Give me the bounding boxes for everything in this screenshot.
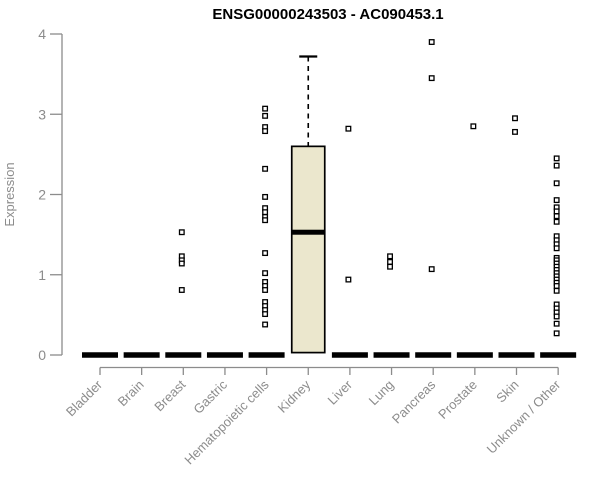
outlier-point <box>553 162 560 169</box>
outlier-point <box>553 320 560 327</box>
outlier-point <box>470 123 477 130</box>
collapsed-box-unknown-other <box>540 352 577 358</box>
x-category-label: Pancreas <box>389 377 439 427</box>
collapsed-box-pancreas <box>415 352 452 358</box>
x-category-label: Brain <box>115 377 147 409</box>
x-category-label: Prostate <box>435 377 480 422</box>
collapsed-box-prostate <box>456 352 493 358</box>
outlier-point <box>262 128 269 135</box>
x-category-label: Bladder <box>63 377 106 420</box>
x-category-label: Unknown / Other <box>484 377 564 457</box>
outlier-point <box>553 197 560 204</box>
outlier-point <box>553 180 560 187</box>
median-line-kidney <box>291 229 325 235</box>
outlier-point <box>553 330 560 337</box>
outlier-point <box>553 283 560 289</box>
outlier-point <box>553 208 560 215</box>
outlier-point <box>345 276 352 283</box>
box-kidney <box>290 145 326 354</box>
x-category-label: Skin <box>493 377 521 405</box>
y-tick-label: 1 <box>38 267 46 283</box>
outlier-point <box>387 263 393 270</box>
outlier-point <box>178 287 185 293</box>
outlier-point <box>428 266 435 273</box>
collapsed-box-breast <box>165 352 202 358</box>
outlier-point <box>178 229 185 236</box>
collapsed-box-brain <box>123 352 160 358</box>
outlier-point <box>387 258 393 265</box>
outlier-point <box>262 287 269 293</box>
outlier-point <box>262 311 269 318</box>
outlier-point <box>345 125 352 132</box>
outlier-point <box>262 250 269 257</box>
collapsed-box-lung <box>373 352 410 358</box>
y-tick-label: 2 <box>38 187 46 203</box>
outlier-point <box>262 112 269 119</box>
outlier-point <box>553 245 560 252</box>
outlier-point <box>512 128 518 135</box>
collapsed-box-skin <box>498 352 535 358</box>
outlier-point <box>262 209 269 216</box>
outlier-point <box>262 193 269 200</box>
outlier-point <box>553 218 560 225</box>
outlier-point <box>553 213 560 220</box>
outlier-point <box>178 260 185 267</box>
x-category-label: Gastric <box>190 377 230 417</box>
outlier-point <box>387 253 393 260</box>
x-category-label: Lung <box>366 377 397 408</box>
outlier-point <box>262 270 269 277</box>
outlier-point <box>512 115 518 122</box>
y-axis-title: Expression <box>2 162 17 226</box>
x-category-label: Breast <box>151 377 188 414</box>
outlier-point <box>262 165 269 172</box>
outlier-point <box>262 105 269 112</box>
outlier-point <box>553 155 560 162</box>
collapsed-box-gastric <box>206 352 243 358</box>
y-tick-label: 0 <box>38 347 46 363</box>
x-category-label: Kidney <box>275 377 314 416</box>
y-tick-label: 4 <box>38 26 46 42</box>
y-tick-label: 3 <box>38 106 46 122</box>
outlier-point <box>262 217 269 224</box>
collapsed-box-bladder <box>82 352 118 358</box>
chart-title: ENSG00000243503 - AC090453.1 <box>212 6 444 23</box>
outlier-point <box>553 287 560 294</box>
outlier-point <box>262 321 269 328</box>
collapsed-box-liver <box>331 352 368 358</box>
x-category-label: Liver <box>324 377 355 408</box>
collapsed-box-hematopoietic-cells <box>248 352 285 358</box>
outlier-point <box>428 75 435 82</box>
outlier-point <box>428 39 435 45</box>
outlier-point <box>553 313 560 320</box>
